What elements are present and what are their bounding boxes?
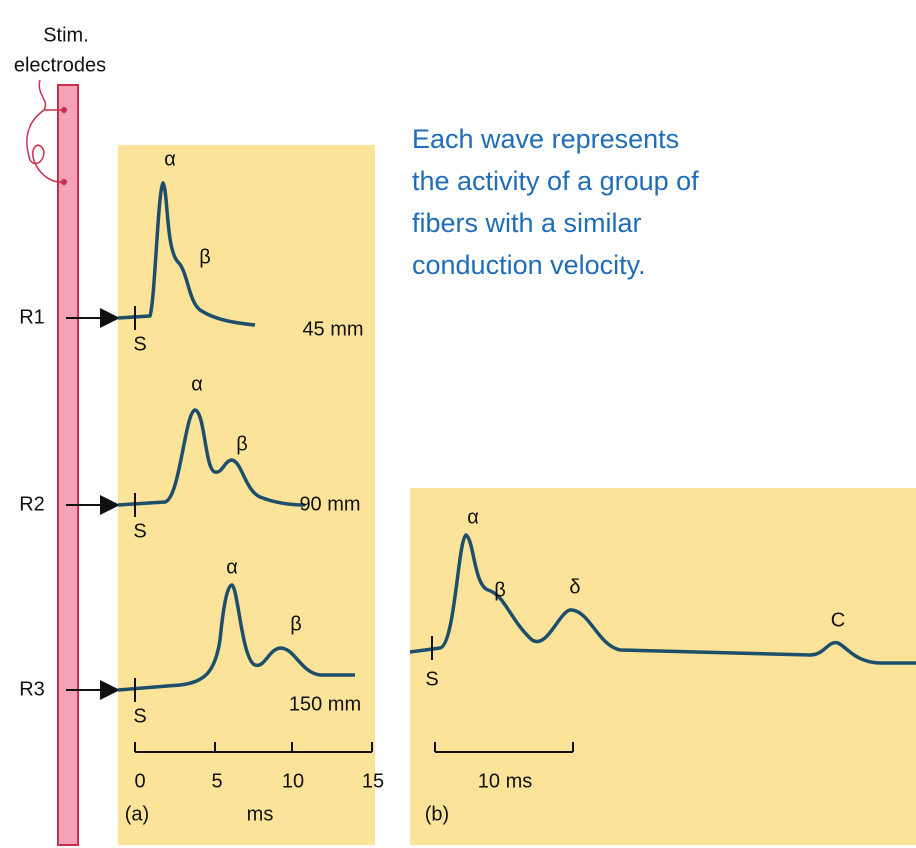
panel-label: (a) (125, 803, 149, 825)
tick-label: 0 (134, 770, 145, 792)
peak-label: δ (569, 576, 580, 598)
note-line: Each wave represents (412, 124, 680, 154)
peak-label: β (199, 246, 211, 268)
recording-label: R2 (19, 493, 45, 515)
stim-label: Stim. (43, 24, 89, 46)
recording-label: R3 (19, 678, 45, 700)
distance: 45 mm (302, 318, 363, 340)
peak-label: β (290, 613, 302, 635)
tick-label: 10 (282, 770, 304, 792)
stim-text: S (133, 333, 146, 355)
scale-label: 10 ms (478, 770, 532, 792)
peak-label: β (236, 433, 248, 455)
stim-label: electrodes (14, 54, 106, 76)
stim-text: S (133, 705, 146, 727)
peak-label: α (191, 373, 203, 395)
panel-a (118, 145, 375, 845)
unit: ms (247, 803, 274, 825)
tick-label: 5 (211, 770, 222, 792)
peak-label: α (226, 556, 238, 578)
note: Each wave represents the activity of a g… (412, 118, 892, 286)
note-line: conduction velocity. (412, 250, 646, 280)
stim-text: S (133, 520, 146, 542)
distance: 150 mm (289, 693, 361, 715)
peak-label: β (494, 579, 506, 601)
peak-label: α (467, 506, 479, 528)
nerve (57, 84, 79, 846)
wave (117, 408, 306, 507)
note-line: fibers with a similar (412, 208, 642, 238)
wave (117, 583, 355, 692)
wave (409, 533, 916, 665)
distance: 90 mm (299, 493, 360, 515)
wave (117, 181, 256, 327)
panel-b (410, 488, 916, 845)
note-line: the activity of a group of (412, 166, 699, 196)
tick-label: 15 (362, 770, 384, 792)
wire (26, 79, 65, 183)
recording-label: R1 (19, 306, 45, 328)
peak-label: C (831, 609, 845, 631)
panel-label: (b) (425, 803, 449, 825)
stim-text: S (425, 668, 438, 690)
peak-label: α (164, 148, 176, 170)
